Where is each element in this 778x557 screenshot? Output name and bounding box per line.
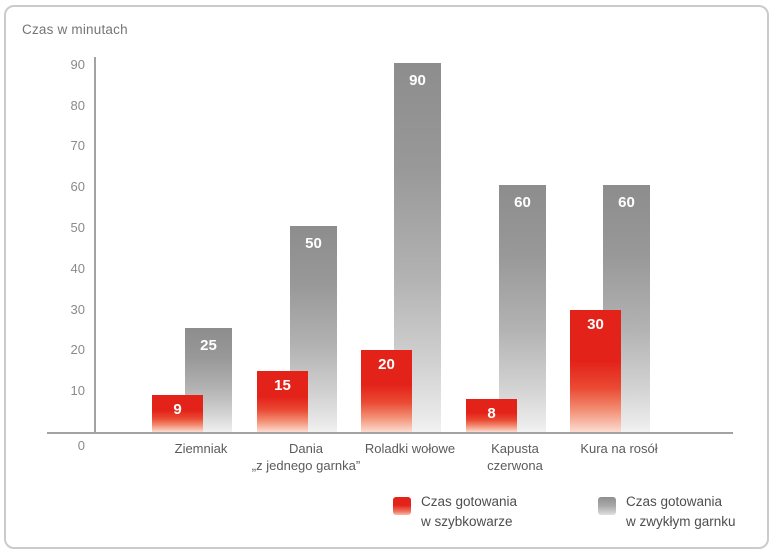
y-axis-line [94, 57, 96, 432]
legend-label-line: Czas gotowania [626, 494, 723, 509]
y-tick-label-60: 60 [70, 179, 85, 194]
x-axis-line [47, 432, 733, 434]
legend-swatch-gray [598, 497, 616, 515]
bar-value-label: 8 [487, 405, 496, 422]
category-label-line: Dania [289, 441, 323, 456]
y-tick-label-30: 30 [70, 302, 85, 317]
bar-value-label: 20 [378, 356, 395, 373]
bar-pressure-cooker-4: 8 [466, 399, 517, 432]
category-label-line: czerwona [487, 458, 543, 473]
category-label-3: Roladki wołowe [335, 440, 485, 457]
bar-value-label: 9 [173, 401, 182, 418]
y-tick-label-40: 40 [70, 261, 85, 276]
y-tick-label-50: 50 [70, 220, 85, 235]
bar-pressure-cooker-2: 15 [257, 371, 308, 432]
legend-label-line: w zwykłym garnku [626, 514, 736, 529]
bar-value-label: 90 [409, 72, 426, 89]
category-label-1: Ziemniak [126, 440, 276, 457]
category-label-5: Kura na rosół [544, 440, 694, 457]
bar-value-label: 60 [514, 194, 531, 211]
bar-pressure-cooker-1: 9 [152, 395, 203, 432]
bar-value-label: 15 [274, 377, 291, 394]
bar-value-label: 30 [587, 316, 604, 333]
y-tick-label-10: 10 [70, 383, 85, 398]
legend-label-line: Czas gotowania [421, 494, 518, 509]
category-label-line: Kapusta [491, 441, 539, 456]
legend-swatch-red [393, 497, 411, 515]
category-label-4: Kapusta czerwona [440, 440, 590, 474]
chart-title: Czas w minutach [22, 22, 128, 37]
category-label-line: Ziemniak [174, 441, 228, 456]
legend-label: Czas gotowania w zwykłym garnku [626, 492, 736, 532]
legend-item-pressure-cooker: Czas gotowania w szybkowarze [393, 492, 517, 532]
y-tick-label-90: 90 [70, 57, 85, 72]
category-label-line: „z jednego garnka” [251, 458, 361, 473]
category-label-line: Roladki wołowe [364, 441, 456, 456]
legend: Czas gotowania w szybkowarze Czas gotowa… [0, 492, 778, 542]
bar-value-label: 50 [305, 235, 322, 252]
chart-card [4, 5, 769, 549]
bar-value-label: 60 [618, 194, 635, 211]
y-tick-label-0: 0 [77, 438, 85, 453]
category-label-2: Dania „z jednego garnka” [231, 440, 381, 474]
legend-item-regular-pot: Czas gotowania w zwykłym garnku [598, 492, 736, 532]
bar-pressure-cooker-5: 30 [570, 310, 621, 432]
bar-value-label: 25 [200, 337, 217, 354]
y-tick-label-20: 20 [70, 342, 85, 357]
category-label-line: Kura na rosół [580, 441, 658, 456]
y-tick-label-70: 70 [70, 138, 85, 153]
bar-pressure-cooker-3: 20 [361, 350, 412, 432]
y-tick-label-80: 80 [70, 98, 85, 113]
bar-regular-pot-4: 60 [499, 185, 546, 432]
legend-label-line: w szybkowarze [421, 514, 513, 529]
legend-label: Czas gotowania w szybkowarze [421, 492, 517, 532]
